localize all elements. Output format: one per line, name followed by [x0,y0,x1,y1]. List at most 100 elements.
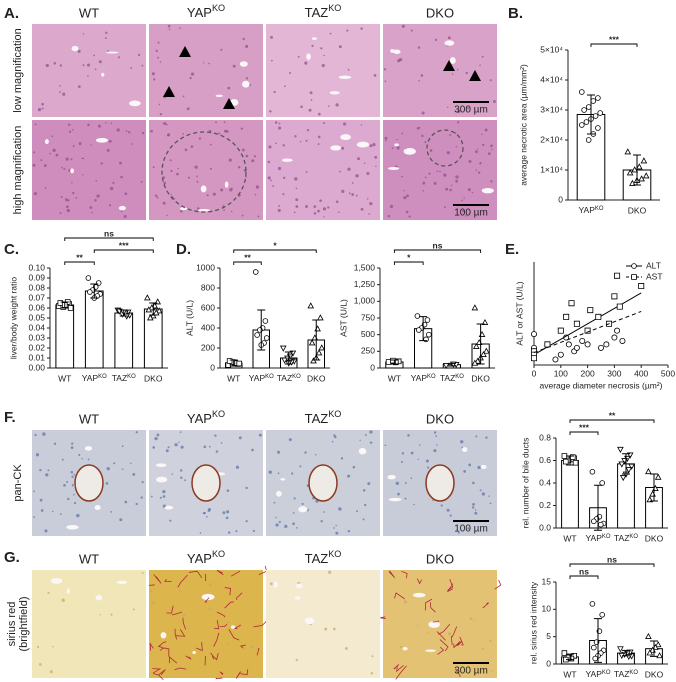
panel-label: C. [4,241,19,258]
significance-bracket [393,261,424,265]
y-tick-label: 1,250 [354,279,376,289]
point [442,363,450,370]
nucleus [208,607,212,611]
vessel [200,185,207,193]
point [544,341,551,348]
collagen [219,624,228,627]
nucleus [59,84,61,87]
trend-line [533,292,642,356]
scale-bar-label: 100 µm [454,208,488,219]
significance-label: *** [119,240,130,250]
nucleus [335,524,337,527]
point [310,357,317,364]
nucleus [220,188,224,192]
x-tick-label: WT [227,373,240,383]
nucleus [209,582,212,586]
x-tick-label: WT [58,373,71,383]
nucleus [59,64,63,67]
nucleus [132,473,136,476]
y-tick-label: 1×10⁴ [540,164,563,174]
bar [84,290,104,369]
column-header-part: YAP [187,5,212,20]
vessel [129,100,141,107]
nucleus [466,107,470,110]
nucleus [131,143,134,145]
vessel [70,168,75,174]
nucleus [105,481,109,485]
nucleus [417,624,419,627]
nucleus [351,193,355,196]
nucleus [71,181,73,184]
column-header: TAZKO [305,409,342,426]
nucleus [434,38,438,42]
nucleus [343,122,347,126]
collagen [436,630,446,641]
nucleus [275,516,277,519]
nucleus [436,170,439,172]
collagen [230,570,241,577]
collagen [234,624,242,630]
significance-bracket [233,261,262,265]
nucleus [167,134,170,137]
significance-bracket [233,249,317,253]
collagen [149,642,154,651]
error-bar [90,283,99,299]
nucleus [87,75,89,77]
point [315,349,323,356]
x-tick-label-part: KO [292,374,301,380]
collagen [216,611,226,618]
nucleus [220,442,223,444]
point [281,357,288,364]
collagen [175,629,186,637]
point [424,317,431,323]
nucleus [440,504,443,507]
nucleus [65,157,69,161]
trend-line [533,310,642,354]
nucleus [45,473,49,477]
point [263,335,270,341]
nucleus [157,56,159,59]
vessel [413,592,426,598]
point [563,656,569,663]
collagen [380,616,386,619]
nucleus [33,490,35,493]
nucleus [67,123,71,126]
point [629,179,636,186]
nucleus [250,645,254,649]
nucleus [403,189,405,192]
nucleus [355,194,358,197]
nucleus [273,90,276,94]
y-tick-label: 5×10⁴ [540,44,563,54]
vessel [230,625,236,629]
error-bar [257,309,266,351]
column-header-part: KO [328,409,341,419]
nucleus [329,32,332,35]
micrograph-background [266,24,380,117]
nucleus [227,642,230,645]
nucleus [155,49,158,53]
y-tick-label: 3×10⁴ [540,104,563,114]
nucleus [446,151,450,155]
nucleus [235,465,240,469]
nucleus [82,64,85,67]
nucleus [209,167,212,170]
nucleus [335,103,339,107]
nucleus [327,206,330,209]
error-bar [229,359,238,367]
nucleus [90,144,92,146]
nucleus [227,86,231,90]
nucleus [456,121,460,124]
collagen [174,667,187,671]
nucleus [223,209,225,212]
x-tick-label: 100 [554,368,568,378]
error-bar [633,154,641,186]
vessel [164,505,174,510]
collagen [174,628,178,640]
micrograph [383,120,497,220]
nucleus [39,498,43,502]
point [631,274,637,280]
significance-label: ns [104,228,114,238]
nucleus [360,27,363,30]
collagen [453,640,461,649]
vessel [280,478,286,481]
